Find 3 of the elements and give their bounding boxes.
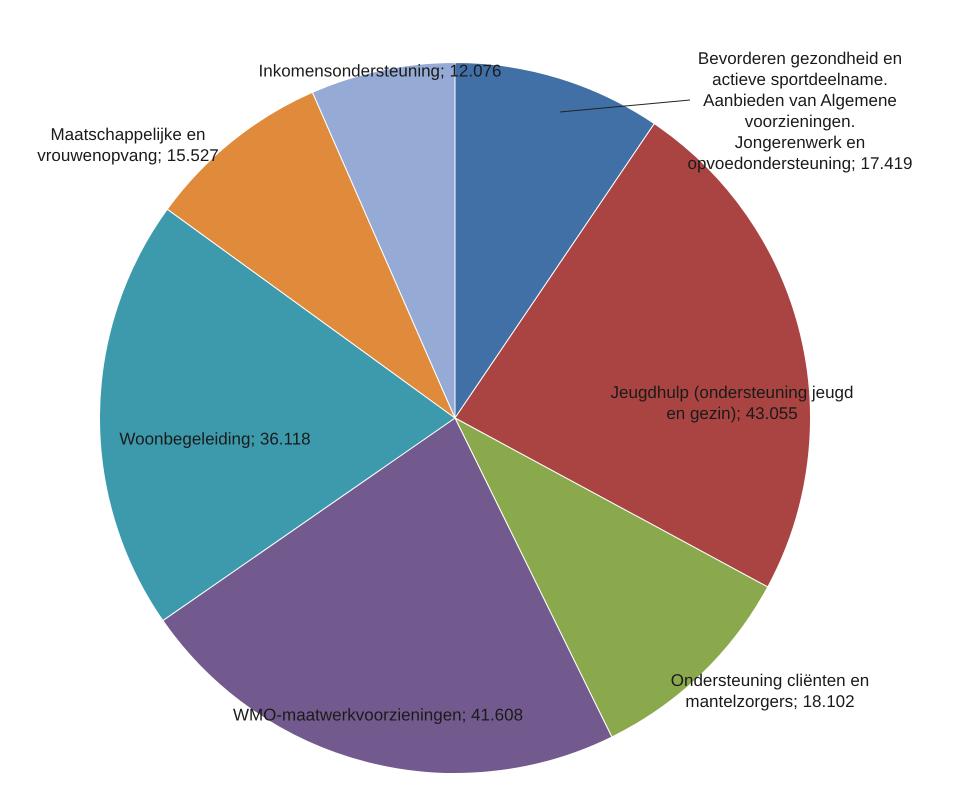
slice-label: Woonbegeleiding; 36.118 [119,430,311,449]
slice-label: Maatschappelijke en vrouwenopvang; 15.527 [37,125,219,166]
slice-label: Jeugdhulp (ondersteuning jeugd en gezin); 43.055 [610,383,854,424]
